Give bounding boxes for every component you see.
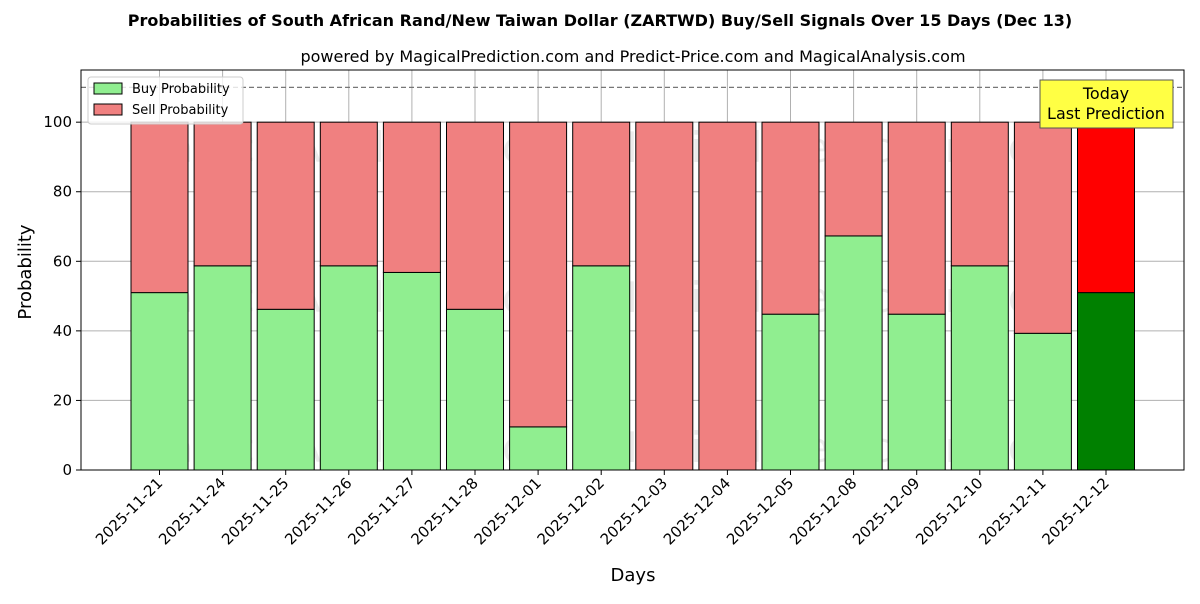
buy-bar bbox=[824, 235, 883, 471]
y-tick-label: 60 bbox=[53, 252, 72, 270]
legend-box bbox=[87, 76, 244, 125]
buy-bar bbox=[256, 308, 315, 471]
buy-bar bbox=[446, 308, 504, 471]
x-tick-label: 2025-12-12 bbox=[1038, 474, 1112, 548]
legend-swatch bbox=[93, 82, 123, 95]
sell-bar bbox=[635, 121, 694, 471]
x-tick-label: 2025-12-01 bbox=[471, 474, 545, 548]
sell-bar bbox=[572, 121, 631, 267]
x-tick-label: 2025-11-24 bbox=[155, 474, 229, 548]
x-tick-label: 2025-11-27 bbox=[344, 474, 418, 548]
bars bbox=[130, 121, 1135, 471]
x-tick-label: 2025-12-03 bbox=[597, 474, 671, 548]
x-tick-label: 2025-12-05 bbox=[723, 474, 797, 548]
sell-bar bbox=[382, 121, 441, 273]
y-tick-label: 20 bbox=[53, 391, 72, 409]
x-tick-label: 2025-11-26 bbox=[281, 474, 355, 548]
buy-bar bbox=[950, 265, 1009, 471]
legend-label: Sell Probability bbox=[132, 103, 229, 118]
y-tick-label: 80 bbox=[53, 183, 72, 201]
legend-swatch bbox=[93, 103, 123, 116]
x-tick-label: 2025-12-02 bbox=[534, 474, 608, 548]
x-tick-label: 2025-11-28 bbox=[407, 474, 481, 548]
sell-bar bbox=[130, 121, 189, 294]
buy-bar bbox=[572, 265, 631, 471]
sell-bar bbox=[1013, 121, 1072, 334]
buy-bar bbox=[1077, 292, 1135, 471]
sell-bar bbox=[193, 121, 252, 267]
buy-bar bbox=[193, 265, 252, 471]
x-tick-label: 2025-12-08 bbox=[786, 474, 860, 548]
y-tick-label: 40 bbox=[53, 322, 72, 340]
y-tick-label: 0 bbox=[62, 461, 72, 479]
sell-bar bbox=[1077, 121, 1135, 294]
legend-label: Buy Probability bbox=[132, 82, 230, 97]
x-axis-label: Days bbox=[611, 565, 656, 586]
buy-bar bbox=[761, 313, 820, 471]
buy-bar bbox=[319, 265, 378, 471]
plot-frame bbox=[80, 69, 1185, 471]
buy-bar bbox=[887, 313, 946, 471]
annotation-box bbox=[1039, 79, 1174, 129]
chart-title: Probabilities of South African Rand/New … bbox=[128, 11, 1072, 30]
sell-bar bbox=[824, 121, 883, 237]
x-tick-label: 2025-12-09 bbox=[849, 474, 923, 548]
legend: Buy Probability Sell Probability bbox=[87, 76, 244, 125]
sell-bar bbox=[761, 121, 820, 315]
chart-subtitle: powered by MagicalPrediction.com and Pre… bbox=[300, 47, 965, 66]
x-axis-ticks: 2025-11-212025-11-242025-11-252025-11-26… bbox=[92, 470, 1113, 548]
x-tick-label: 2025-11-25 bbox=[218, 474, 292, 548]
sell-bar bbox=[319, 121, 378, 267]
x-tick-label: 2025-12-04 bbox=[660, 474, 734, 548]
sell-bar bbox=[887, 121, 946, 315]
buy-bar bbox=[1013, 332, 1072, 471]
x-tick-label: 2025-11-21 bbox=[92, 474, 166, 548]
y-tick-label: 100 bbox=[43, 113, 72, 131]
sell-bar bbox=[256, 121, 315, 310]
y-axis-label: Probability bbox=[15, 224, 36, 319]
sell-bar bbox=[509, 121, 568, 428]
sell-bar bbox=[950, 121, 1009, 267]
annotation-text: Last Prediction bbox=[1047, 104, 1165, 123]
buy-bar bbox=[509, 426, 568, 471]
sell-bar bbox=[698, 121, 757, 471]
sell-bar bbox=[446, 121, 504, 310]
annotation-text: Today bbox=[1082, 84, 1129, 103]
buy-bar bbox=[130, 292, 189, 471]
x-tick-label: 2025-12-10 bbox=[912, 474, 986, 548]
buy-bar bbox=[382, 271, 441, 471]
y-axis-ticks: 0 20 40 60 80 100 bbox=[43, 113, 81, 479]
x-tick-label: 2025-12-11 bbox=[975, 474, 1049, 548]
